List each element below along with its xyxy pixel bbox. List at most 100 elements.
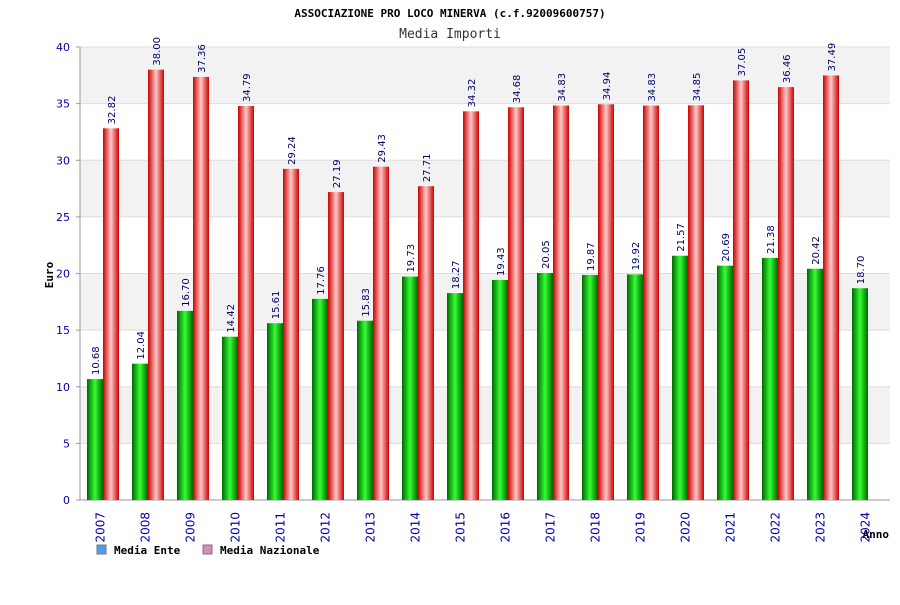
- bar-media-nazionale-2021: [733, 80, 749, 500]
- grid-band: [80, 160, 890, 217]
- legend-swatch-media-ente: [96, 544, 107, 555]
- data-label: 21.38: [766, 225, 777, 254]
- y-tick-label: 40: [56, 41, 70, 54]
- y-tick-label: 35: [56, 98, 70, 111]
- data-label: 10.68: [91, 346, 102, 375]
- bar-media-nazionale-2019: [643, 105, 659, 501]
- bar-media-nazionale-2022: [778, 87, 794, 500]
- bar-media-nazionale-2008: [148, 69, 164, 501]
- x-tick-label: 2012: [319, 512, 333, 543]
- data-label: 14.42: [226, 304, 237, 333]
- bar-media-nazionale-2016: [508, 107, 524, 501]
- data-label: 32.82: [107, 96, 118, 125]
- data-label: 37.05: [737, 48, 748, 77]
- bar-media-ente-2011: [267, 323, 283, 500]
- data-label: 21.57: [676, 223, 687, 252]
- data-label: 19.73: [406, 244, 417, 273]
- bar-media-ente-2019: [627, 274, 643, 500]
- x-tick-label: 2013: [364, 512, 378, 543]
- x-tick-label: 2022: [769, 512, 783, 543]
- x-tick-label: 2023: [814, 512, 828, 543]
- bar-media-ente-2017: [537, 272, 553, 500]
- data-label: 19.87: [586, 242, 597, 271]
- legend: Media Ente Media Nazionale: [96, 544, 320, 557]
- grid-band: [80, 386, 890, 444]
- y-tick-label: 5: [63, 437, 70, 450]
- bar-media-ente-2024: [852, 288, 868, 500]
- bar-media-ente-2018: [582, 274, 598, 500]
- bar-media-ente-2014: [402, 276, 418, 500]
- x-tick-label: 2020: [679, 512, 693, 543]
- x-tick-label: 2011: [274, 512, 288, 543]
- bar-media-nazionale-2018: [598, 104, 614, 500]
- x-tick-label: 2007: [94, 512, 108, 543]
- data-label: 19.43: [496, 247, 507, 276]
- plot-area: 0 5 10 15 20 25 30 35 40 10.68 32.82 2007 12.04 38.00…: [56, 37, 890, 543]
- data-label: 27.71: [422, 154, 433, 183]
- data-label: 34.94: [602, 72, 613, 101]
- data-label: 15.61: [271, 291, 282, 320]
- grid-band: [80, 103, 890, 161]
- data-label: 36.46: [782, 54, 793, 83]
- data-label: 20.05: [541, 240, 552, 269]
- bar-media-nazionale-2013: [373, 166, 389, 500]
- data-label: 29.24: [287, 136, 298, 165]
- x-tick-label: 2014: [409, 512, 423, 543]
- x-tick-label: 2008: [139, 512, 153, 543]
- bar-media-nazionale-2020: [688, 105, 704, 500]
- x-axis-label: Anno: [863, 528, 890, 541]
- grid-band: [80, 273, 890, 331]
- bar-media-nazionale-2007: [103, 128, 119, 500]
- y-tick-label: 25: [56, 211, 70, 224]
- data-label: 18.27: [451, 260, 462, 289]
- data-label: 37.36: [197, 44, 208, 73]
- bar-media-ente-2015: [447, 293, 463, 500]
- bar-media-ente-2021: [717, 265, 733, 500]
- legend-label-media-ente: Media Ente: [114, 544, 181, 557]
- data-label: 17.76: [316, 266, 327, 295]
- grid-band: [80, 47, 890, 104]
- bar-media-ente-2010: [222, 336, 238, 500]
- bar-media-ente-2007: [87, 379, 103, 500]
- data-label: 37.49: [827, 43, 838, 72]
- data-label: 34.83: [647, 73, 658, 102]
- bar-media-ente-2009: [177, 310, 193, 500]
- x-tick-label: 2024: [859, 512, 873, 543]
- data-label: 15.83: [361, 288, 372, 317]
- bar-media-nazionale-2015: [463, 111, 479, 501]
- y-tick-label: 15: [56, 324, 70, 337]
- data-label: 34.32: [467, 79, 478, 108]
- x-tick-label: 2018: [589, 512, 603, 543]
- data-label: 34.83: [557, 73, 568, 102]
- grid-band: [80, 330, 890, 387]
- bar-media-ente-2016: [492, 279, 508, 500]
- bar-media-nazionale-2012: [328, 192, 344, 501]
- bar-media-nazionale-2009: [193, 76, 209, 500]
- y-tick-label: 20: [56, 268, 70, 281]
- data-label: 38.00: [152, 37, 163, 66]
- x-tick-label: 2019: [634, 512, 648, 543]
- data-label: 34.68: [512, 75, 523, 104]
- bar-media-ente-2023: [807, 268, 823, 500]
- data-label: 20.42: [811, 236, 822, 265]
- data-label: 16.70: [181, 278, 192, 307]
- bar-media-nazionale-2017: [553, 105, 569, 501]
- x-tick-label: 2017: [544, 512, 558, 543]
- legend-label-media-nazionale: Media Nazionale: [220, 544, 320, 557]
- y-tick-label: 30: [56, 154, 70, 167]
- bar-media-nazionale-2010: [238, 106, 254, 501]
- data-label: 12.04: [136, 331, 147, 360]
- bar-media-nazionale-2014: [418, 186, 434, 500]
- bar-media-nazionale-2023: [823, 75, 839, 500]
- x-tick-label: 2009: [184, 512, 198, 543]
- chart-title: ASSOCIAZIONE PRO LOCO MINERVA (c.f.92009…: [294, 7, 605, 20]
- grid-band: [80, 443, 890, 500]
- bar-media-ente-2020: [672, 255, 688, 500]
- chart-subtitle: Media Importi: [399, 27, 501, 42]
- data-label: 20.69: [721, 233, 732, 262]
- legend-swatch-media-nazionale: [202, 544, 213, 555]
- x-tick-label: 2015: [454, 512, 468, 543]
- bar-media-ente-2022: [762, 257, 778, 500]
